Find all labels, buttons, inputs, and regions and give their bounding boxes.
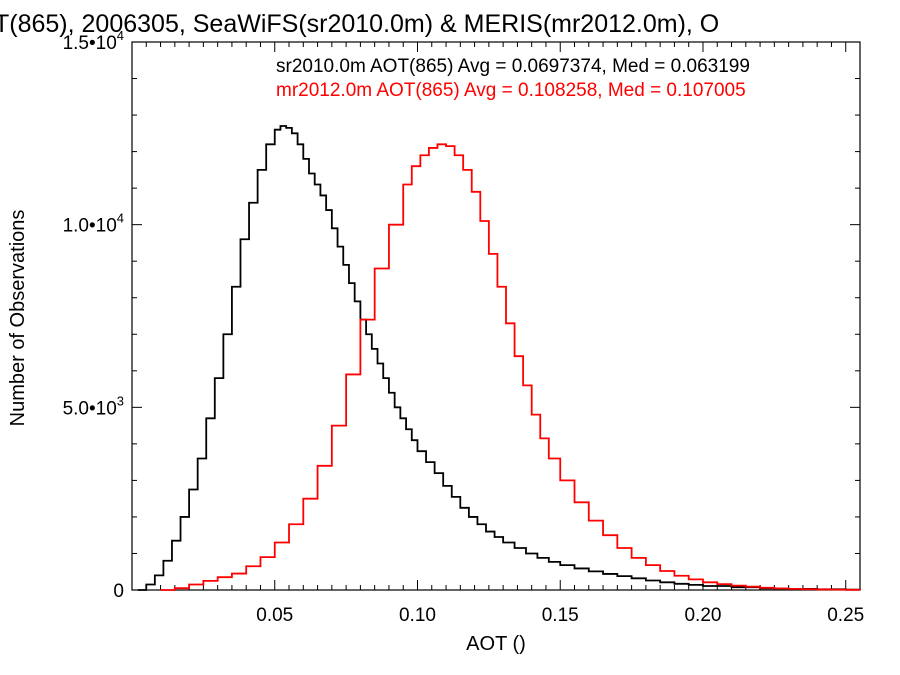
x-tick-label: 0.25 [827, 605, 864, 626]
x-tick-label: 0.10 [399, 605, 436, 626]
legend-entry-sr2010: sr2010.0m AOT(865) Avg = 0.0697374, Med … [276, 56, 750, 77]
series-sr2010-line [137, 125, 861, 591]
x-axis-label: AOT () [466, 633, 526, 655]
legend-entry-mr2012: mr2012.0m AOT(865) Avg = 0.108258, Med =… [276, 80, 746, 101]
chart-title: T(865), 2006305, SeaWiFS(sr2010.0m) & ME… [0, 10, 719, 38]
plot-frame [131, 41, 861, 591]
x-tick-label: 0.05 [256, 605, 293, 626]
y-tick-label: 5.0•103 [63, 393, 124, 419]
y-tick-label: 1.0•104 [63, 211, 124, 237]
x-tick-label: 0.20 [684, 605, 721, 626]
x-tick-labels: 0.05 0.10 0.15 0.20 0.25 [256, 605, 864, 626]
legend: sr2010.0m AOT(865) Avg = 0.0697374, Med … [276, 56, 750, 101]
y-tick-labels: 0 5.0•103 1.0•104 1.5•104 [63, 28, 124, 602]
x-tick-label: 0.15 [542, 605, 579, 626]
series-mr2012-line [160, 143, 861, 591]
y-tick-label: 0 [113, 581, 124, 602]
axis-ticks [131, 41, 861, 591]
plot-area [131, 41, 861, 591]
series-layer [137, 125, 861, 591]
y-axis-label: Number of Observations [7, 210, 29, 427]
y-tick-label: 1.5•104 [63, 28, 124, 54]
